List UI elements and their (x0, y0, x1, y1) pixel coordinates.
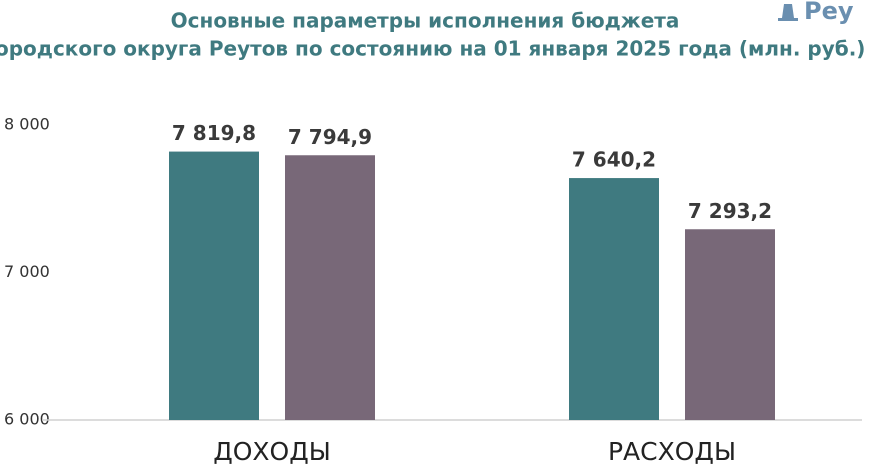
value-label: 7 794,9 (288, 125, 372, 149)
value-label: 7 819,8 (172, 121, 256, 145)
logo-icon (782, 4, 794, 18)
x-tick-label: ДОХОДЫ (213, 437, 331, 466)
bar (685, 229, 775, 420)
value-label: 7 640,2 (572, 148, 656, 172)
chart-title: Основные параметры исполнения бюджета (171, 9, 680, 33)
bar (569, 178, 659, 420)
y-tick-label: 6 000 (4, 410, 50, 429)
logo-icon (778, 18, 798, 21)
y-tick-label: 7 000 (4, 262, 50, 281)
value-label: 7 293,2 (688, 199, 772, 223)
logo: Реу (778, 0, 854, 25)
bar (285, 155, 375, 420)
logo-text: Реу (804, 0, 854, 25)
chart-title: городского округа Реутов по состоянию на… (0, 37, 865, 61)
x-tick-label: РАСХОДЫ (608, 437, 736, 466)
y-tick-label: 8 000 (4, 115, 50, 134)
bar (169, 151, 259, 420)
